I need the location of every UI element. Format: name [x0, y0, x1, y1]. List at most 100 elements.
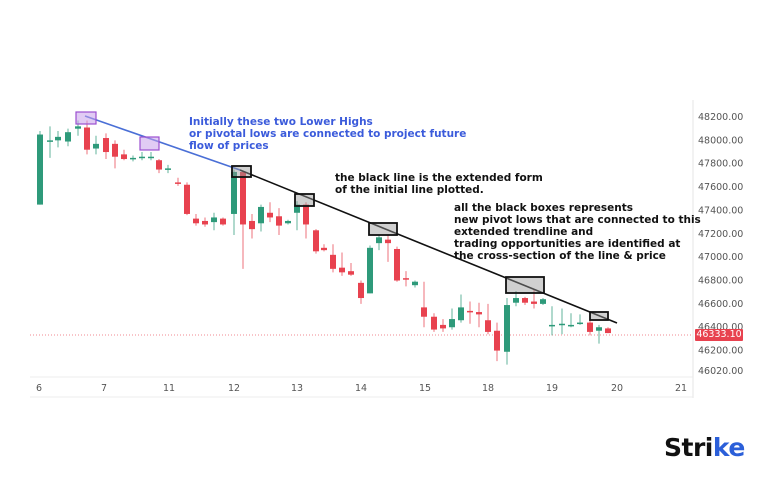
candle — [440, 319, 446, 332]
price-tick-label: 47800.00 — [698, 159, 743, 170]
candle — [93, 135, 99, 155]
candle — [467, 301, 473, 324]
time-tick-label: 20 — [611, 383, 623, 394]
candle — [103, 133, 109, 160]
candle — [220, 217, 226, 226]
candle — [376, 234, 382, 251]
box-pivot-2 — [294, 193, 315, 207]
strike-logo: Strike — [664, 433, 745, 462]
candle — [47, 126, 53, 158]
candle — [605, 327, 611, 334]
logo-accent-text: ke — [712, 433, 745, 462]
box-pivot-4 — [505, 276, 545, 294]
candle — [130, 155, 136, 162]
candle — [84, 120, 90, 155]
price-tick-label: 46600.00 — [698, 299, 743, 310]
candle — [267, 202, 273, 223]
price-tick-label: 47600.00 — [698, 182, 743, 193]
candle — [193, 213, 199, 226]
time-tick-label: 21 — [675, 383, 687, 394]
candle — [303, 202, 309, 239]
time-axis-border — [30, 376, 693, 398]
box-pivot-1 — [231, 165, 252, 178]
candle — [148, 152, 154, 161]
candle — [577, 314, 583, 325]
candle — [121, 149, 127, 161]
candle — [596, 324, 602, 344]
price-tick-label: 46800.00 — [698, 276, 743, 287]
candle — [494, 322, 500, 362]
time-tick-label: 13 — [291, 383, 303, 394]
time-tick-label: 18 — [482, 383, 494, 394]
candle — [55, 131, 61, 148]
candle — [587, 319, 593, 336]
time-tick-label: 6 — [36, 383, 42, 394]
candle — [522, 296, 528, 306]
trendline-initial — [84, 115, 241, 171]
candle — [313, 229, 319, 254]
price-tick-label: 48200.00 — [698, 112, 743, 123]
candle — [559, 308, 565, 335]
box-pivot-5 — [589, 311, 609, 321]
candle — [165, 164, 171, 174]
price-tick-label: 47200.00 — [698, 229, 743, 240]
candle — [330, 244, 336, 273]
time-tick-label: 11 — [163, 383, 175, 394]
time-tick-label: 15 — [419, 383, 431, 394]
candle — [240, 170, 246, 269]
candle — [540, 298, 546, 306]
box-lower-high-1 — [75, 111, 97, 125]
time-tick-label: 19 — [546, 383, 558, 394]
candle — [568, 313, 574, 328]
candle — [412, 280, 418, 288]
box-pivot-3 — [368, 222, 398, 236]
price-tick-label: 48000.00 — [698, 135, 743, 146]
time-axis-labels: 6 7 11 12 13 14 15 18 19 20 21 — [36, 383, 687, 394]
candle — [403, 271, 409, 287]
logo-text: Stri — [664, 433, 713, 462]
price-tick-label: 47400.00 — [698, 205, 743, 216]
candle — [385, 234, 391, 262]
candle — [321, 244, 327, 252]
candle — [184, 182, 190, 216]
price-tick-label: 46200.00 — [698, 346, 743, 357]
candle — [175, 177, 181, 186]
time-tick-label: 7 — [101, 383, 107, 394]
candle — [358, 280, 364, 304]
candle — [549, 306, 555, 336]
annotation-extended-line: the black line is the extended form of t… — [335, 172, 543, 196]
candle — [37, 131, 43, 205]
candles — [37, 120, 611, 365]
candle — [476, 302, 482, 328]
current-price-label: 46333.10 — [695, 329, 743, 341]
candle — [249, 213, 255, 239]
time-tick-label: 12 — [228, 383, 240, 394]
candle — [202, 217, 208, 227]
candle — [504, 298, 510, 365]
pivot-boxes — [75, 111, 609, 321]
time-tick-label: 14 — [355, 383, 367, 394]
candle — [211, 212, 217, 231]
candle — [485, 303, 491, 335]
box-lower-high-2 — [139, 136, 160, 151]
price-tick-label: 46400.00 — [698, 322, 743, 333]
candle — [421, 281, 427, 328]
candle — [276, 208, 282, 235]
candle — [449, 308, 455, 330]
price-tick-label: 47000.00 — [698, 252, 743, 263]
candle — [156, 159, 162, 174]
trendline-extended — [239, 169, 618, 324]
candle — [458, 294, 464, 323]
candle — [431, 313, 437, 332]
candle — [348, 263, 354, 276]
candle — [339, 252, 345, 276]
candle — [231, 169, 237, 235]
candle — [367, 245, 373, 294]
price-tick-label: 46020.00 — [698, 366, 743, 377]
candle — [258, 204, 264, 232]
annotation-initial-trendline: Initially these two Lower Highs or pivot… — [189, 116, 467, 152]
trendlines — [84, 115, 618, 324]
candle — [112, 140, 118, 169]
candle — [394, 246, 400, 282]
